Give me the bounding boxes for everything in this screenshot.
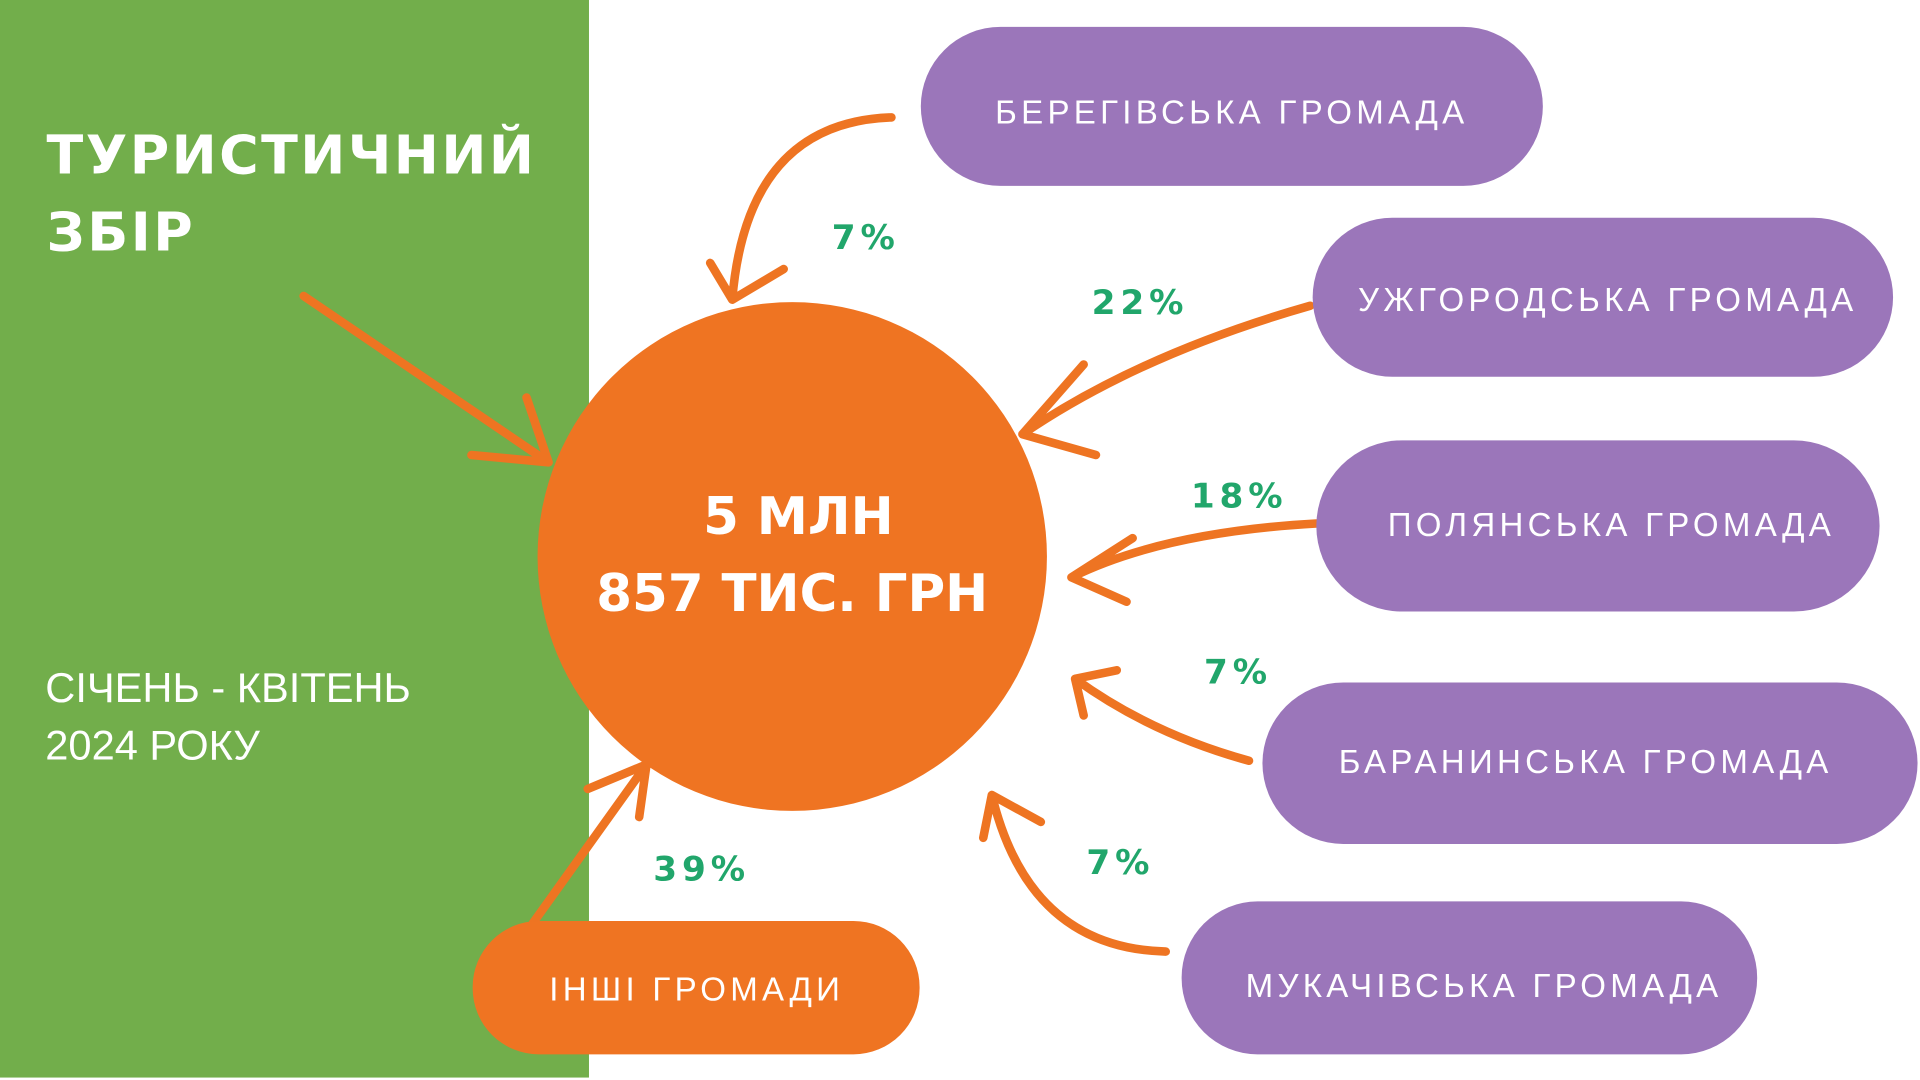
node-share: 18%	[1191, 476, 1288, 516]
arrow	[705, 113, 896, 304]
node-pill	[920, 26, 1543, 186]
node-share: 7%	[832, 218, 900, 258]
period-line: СІЧЕНЬ - КВІТЕНЬ	[45, 664, 411, 711]
center-circle	[537, 302, 1047, 811]
node-label: БАРАНИНСЬКА ГРОМАДА	[1339, 744, 1833, 781]
node-label: УЖГОРОДСЬКА ГРОМАДА	[1358, 282, 1857, 319]
node-pill	[1312, 217, 1894, 377]
node-share: 7%	[1204, 652, 1272, 692]
node-label: МУКАЧІВСЬКА ГРОМАДА	[1246, 968, 1723, 1005]
node-pill	[1316, 440, 1880, 612]
node-label: БЕРЕГІВСЬКА ГРОМАДА	[995, 95, 1468, 132]
arrow	[1067, 519, 1321, 607]
node-share: 22%	[1092, 283, 1189, 323]
center-line: 5 МЛН	[703, 487, 894, 547]
side-panel	[0, 0, 589, 1078]
arrow	[299, 291, 553, 467]
title-line: ЗБІР	[47, 201, 196, 264]
node-pill	[1181, 901, 1758, 1055]
node-share: 39%	[653, 849, 750, 889]
node-pill	[472, 920, 920, 1055]
arrow	[1070, 665, 1254, 766]
node-label: ПОЛЯНСЬКА ГРОМАДА	[1388, 507, 1835, 544]
node-label: ІНШІ ГРОМАДИ	[549, 972, 844, 1009]
period-line: 2024 РОКУ	[45, 722, 260, 769]
arrow	[978, 790, 1170, 956]
arrow	[1018, 301, 1315, 460]
node-pill	[1262, 682, 1918, 844]
node-share: 7%	[1086, 843, 1154, 883]
title-line: ТУРИСТИЧНИЙ	[47, 124, 537, 187]
center-line: 857 ТИС. ГРН	[596, 564, 988, 624]
